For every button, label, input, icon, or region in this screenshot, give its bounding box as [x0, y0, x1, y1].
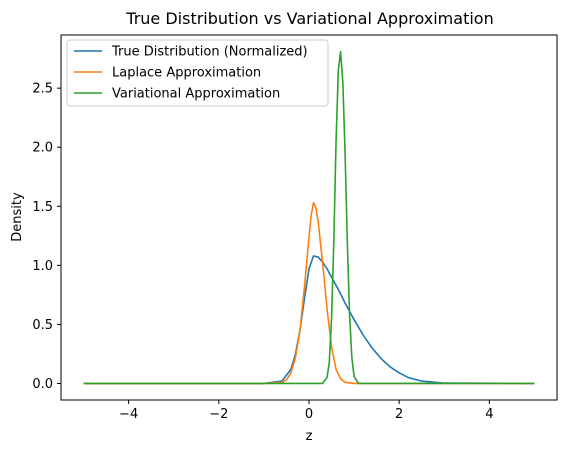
x-tick-label: −2 [209, 407, 228, 422]
legend-label-3: Variational Approximation [112, 87, 280, 102]
legend: True Distribution (Normalized) Laplace Ap… [67, 40, 328, 106]
y-tick-label: 0.5 [32, 318, 53, 333]
y-tick-label: 0.0 [32, 377, 53, 392]
y-tick-label: 1.5 [32, 200, 53, 215]
x-tick-label: 2 [395, 407, 403, 422]
x-tick-label: 4 [485, 407, 493, 422]
x-tick-label: 0 [305, 407, 313, 422]
chart-title: True Distribution vs Variational Approxi… [125, 9, 493, 28]
y-tick-label: 2.0 [32, 141, 53, 156]
y-tick-label: 1.0 [32, 259, 53, 274]
x-tick-label: −4 [119, 407, 138, 422]
legend-label-1: True Distribution (Normalized) [111, 45, 308, 60]
y-tick-label: 2.5 [32, 82, 53, 97]
y-axis-label: Density [10, 192, 25, 242]
x-axis-label: z [306, 429, 313, 444]
legend-label-2: Laplace Approximation [112, 66, 261, 81]
